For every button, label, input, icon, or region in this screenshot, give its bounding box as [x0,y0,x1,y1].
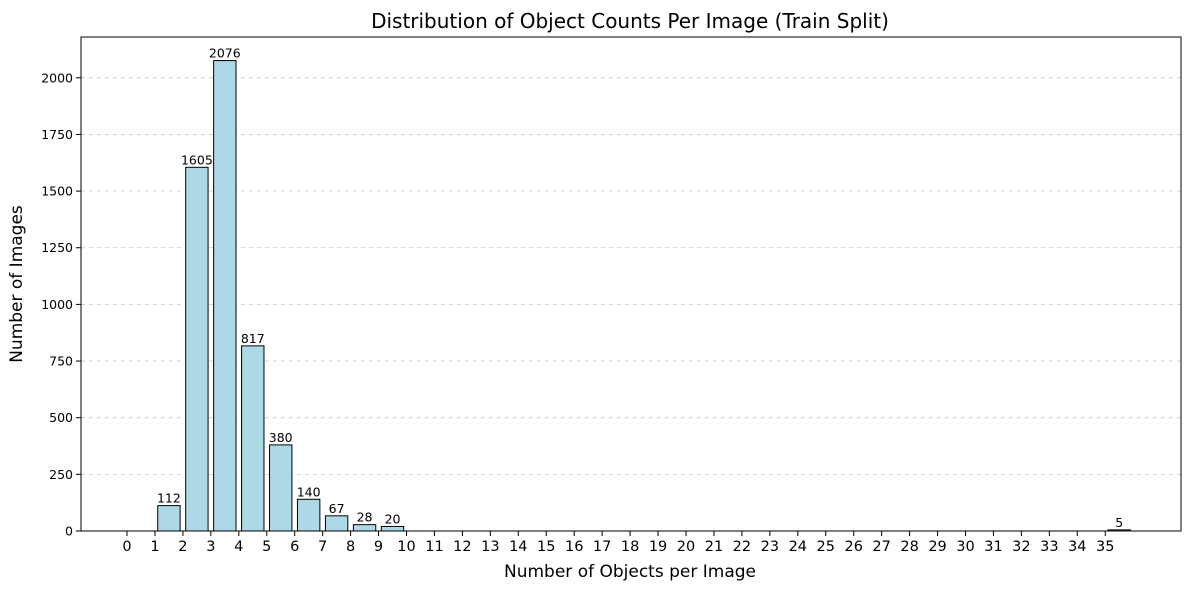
data-label: 817 [241,331,265,346]
x-tick-label: 34 [1068,539,1086,555]
data-label: 112 [157,491,181,506]
bar [213,60,237,532]
x-tick-label: 19 [649,539,667,555]
x-tick-label: 5 [262,539,271,555]
x-tick-label: 29 [928,539,946,555]
y-tick-label: 1750 [41,127,73,142]
x-tick-label: 25 [817,539,835,555]
bar [324,515,349,532]
data-label: 5 [1115,515,1123,530]
plot-frame [80,36,1182,532]
y-axis: 0 250 500 750 1000 1250 1500 1750 2000 [41,70,81,539]
x-tick-label: 22 [733,539,751,555]
y-tick-label: 1500 [41,184,73,199]
x-tick-label: 32 [1012,539,1030,555]
y-tick-label: 250 [49,467,73,482]
data-label: 1605 [181,152,213,167]
data-label: 380 [269,430,293,445]
x-tick-label: 31 [984,539,1002,555]
bar [269,444,293,532]
bars [157,60,1131,532]
bar [185,166,209,532]
x-tick-label: 14 [509,539,527,555]
x-tick-label: 26 [844,539,862,555]
y-tick-label: 500 [49,410,73,425]
data-labels: 112 1605 2076 817 380 140 67 28 20 5 [157,46,1123,530]
x-tick-label: 2 [178,539,187,555]
y-tick-label: 2000 [41,70,73,85]
x-tick-label: 12 [453,539,471,555]
x-tick-label: 0 [122,539,131,555]
data-label: 20 [385,511,401,526]
x-tick-label: 15 [537,539,555,555]
bar [380,525,405,532]
y-axis-label: Number of Images [7,205,27,363]
x-tick-label: 27 [872,539,890,555]
x-tick-label: 10 [397,539,415,555]
x-axis-label: Number of Objects per Image [504,562,756,582]
x-tick-label: 8 [346,539,355,555]
x-tick-label: 21 [705,539,723,555]
x-tick-label: 24 [789,539,807,555]
data-label: 67 [329,501,345,516]
x-tick-label: 11 [425,539,443,555]
data-label: 2076 [209,46,241,61]
x-tick-label: 23 [761,539,779,555]
data-label: 140 [297,484,321,499]
y-tick-label: 1000 [41,297,73,312]
x-tick-label: 33 [1040,539,1058,555]
x-tick-label: 28 [900,539,918,555]
x-tick-label: 13 [481,539,499,555]
bar [241,345,265,532]
y-tick-label: 1250 [41,240,73,255]
x-tick-label: 20 [677,539,695,555]
x-axis: 0 1 2 3 4 5 6 7 8 9 10 11 12 13 14 15 16 17 18 19 20 21 22 23 24… [122,531,1114,555]
x-tick-label: 6 [290,539,299,555]
x-tick-label: 1 [150,539,159,555]
x-tick-label: 30 [956,539,974,555]
x-tick-label: 7 [318,539,327,555]
x-tick-label: 17 [593,539,611,555]
bar [296,498,321,532]
x-tick-label: 4 [234,539,243,555]
x-tick-label: 16 [565,539,583,555]
bar [352,524,377,532]
y-tick-label: 750 [49,354,73,369]
chart-title: Distribution of Object Counts Per Image … [371,9,889,33]
data-label: 28 [357,510,373,525]
x-tick-label: 35 [1096,539,1114,555]
y-tick-label: 0 [65,524,73,539]
bar [157,505,181,532]
x-tick-label: 3 [206,539,215,555]
x-tick-label: 18 [621,539,639,555]
x-tick-label: 9 [374,539,383,555]
